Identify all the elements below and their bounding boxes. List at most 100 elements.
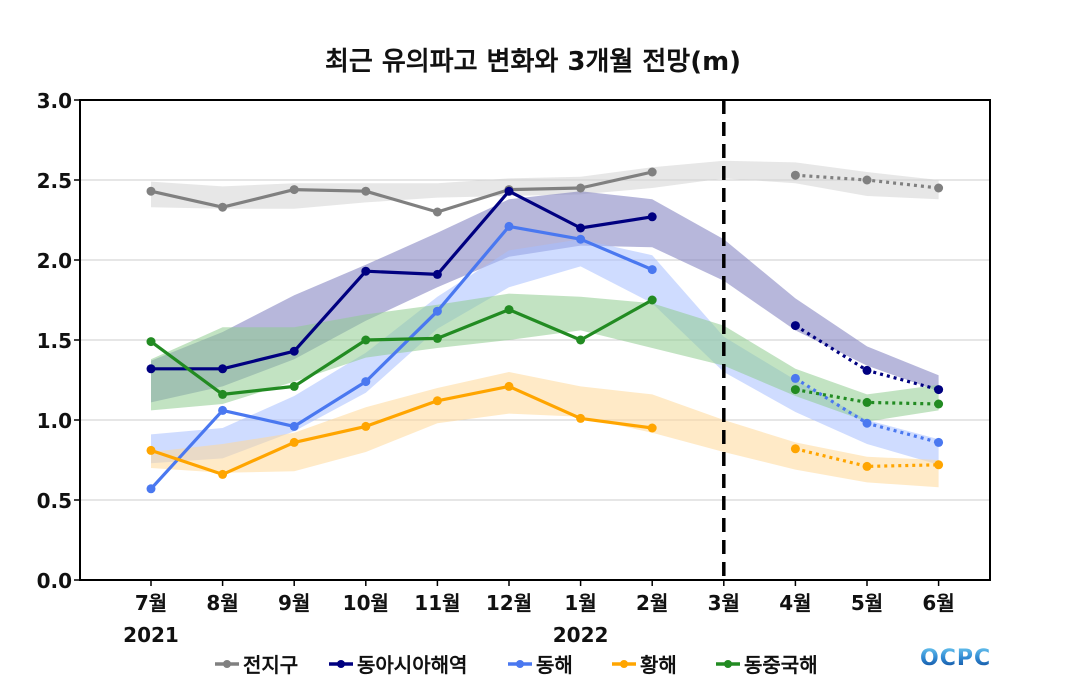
legend-marker-황해 xyxy=(620,660,628,668)
y-tick-label: 3.0 xyxy=(37,89,72,113)
point-전지구 xyxy=(576,183,586,193)
point-동해 xyxy=(576,234,586,244)
point-동해 xyxy=(862,418,872,428)
point-동해 xyxy=(647,265,657,275)
x-tick-label: 11월 xyxy=(414,591,460,615)
band-동중국해 xyxy=(151,293,939,422)
point-황해 xyxy=(146,445,156,455)
x-tick-label: 8월 xyxy=(206,591,238,615)
point-동해 xyxy=(361,377,371,387)
point-동해 xyxy=(504,221,514,231)
point-동아시아해역 xyxy=(790,321,800,331)
point-동중국해 xyxy=(934,399,944,409)
line-observed-동아시아해역 xyxy=(151,189,653,371)
point-황해 xyxy=(504,381,514,391)
x-tick-label: 3월 xyxy=(708,591,740,615)
legend-label: 동아시아해역 xyxy=(357,653,467,677)
legend-marker-동해 xyxy=(516,660,524,668)
band-동해 xyxy=(151,239,939,465)
x-tick-label: 6월 xyxy=(922,591,954,615)
point-황해 xyxy=(361,421,371,431)
point-황해 xyxy=(218,469,228,479)
point-황해 xyxy=(790,444,800,454)
y-tick-label: 1.5 xyxy=(37,329,72,353)
point-동해 xyxy=(432,306,442,316)
x-tick-label: 4월 xyxy=(779,591,811,615)
legend-label: 동중국해 xyxy=(744,653,818,677)
y-tick-label: 2.5 xyxy=(37,169,72,193)
line-observed-황해 xyxy=(150,384,653,476)
y-axis: 0.0 0.5 1.0 1.5 2.0 2.5 3.0 xyxy=(37,89,80,593)
point-전지구 xyxy=(934,183,944,193)
point-전지구 xyxy=(862,175,872,185)
legend-label: 동해 xyxy=(536,653,573,677)
point-전지구 xyxy=(647,167,657,177)
series-points xyxy=(146,167,944,494)
line-forecast-황해 xyxy=(795,447,939,469)
x-tick-label: 7월 xyxy=(135,591,167,615)
legend-label: 황해 xyxy=(640,653,677,677)
point-황해 xyxy=(934,460,944,470)
y-tick-label: 0.0 xyxy=(37,569,72,593)
line-observed-동해 xyxy=(149,224,653,490)
point-황해 xyxy=(862,461,872,471)
point-동중국해 xyxy=(289,381,299,391)
point-동해 xyxy=(289,421,299,431)
point-전지구 xyxy=(146,186,156,196)
x-year-label: 2021 xyxy=(123,623,179,647)
point-동아시아해역 xyxy=(218,364,228,374)
point-전지구 xyxy=(790,170,800,180)
point-동중국해 xyxy=(790,385,800,395)
line-observed-동중국해 xyxy=(150,298,653,396)
point-동중국해 xyxy=(576,335,586,345)
legend-marker-전지구 xyxy=(223,660,231,668)
x-tick-label: 2월 xyxy=(636,591,668,615)
legend-marker-동아시아해역 xyxy=(337,660,345,668)
point-동아시아해역 xyxy=(146,364,156,374)
y-tick-label: 1.0 xyxy=(37,409,72,433)
point-동해 xyxy=(790,373,800,383)
legend-marker-동중국해 xyxy=(724,660,732,668)
x-year-label: 2022 xyxy=(553,623,609,647)
chart-title: 최근 유의파고 변화와 3개월 전망(m) xyxy=(325,47,741,77)
x-tick-label: 12월 xyxy=(486,591,532,615)
point-동중국해 xyxy=(146,337,156,347)
y-tick-label: 0.5 xyxy=(37,489,72,513)
point-동아시아해역 xyxy=(576,223,586,233)
point-황해 xyxy=(647,423,657,433)
point-황해 xyxy=(576,413,586,423)
point-황해 xyxy=(289,437,299,447)
ocpc-logo: OCPC xyxy=(920,646,991,671)
x-axis: 7월 8월 9월 10월 11월 12월 1월 2월 3월 4월 5월 6월 2021 2022 xyxy=(123,580,955,647)
x-tick-label: 5월 xyxy=(851,591,883,615)
point-동아시아해역 xyxy=(504,186,514,196)
point-동아시아해역 xyxy=(862,365,872,375)
point-동중국해 xyxy=(647,295,657,305)
line-observed-전지구 xyxy=(150,170,653,214)
point-동해 xyxy=(146,484,156,494)
point-동중국해 xyxy=(504,305,514,315)
band-황해 xyxy=(151,372,939,488)
point-전지구 xyxy=(361,186,371,196)
point-동해 xyxy=(934,437,944,447)
point-전지구 xyxy=(289,185,299,195)
point-동아시아해역 xyxy=(432,269,442,279)
point-동아시아해역 xyxy=(647,212,657,222)
y-tick-label: 2.0 xyxy=(37,249,72,273)
x-tick-label: 1월 xyxy=(564,591,596,615)
point-동아시아해역 xyxy=(361,266,371,276)
point-동아시아해역 xyxy=(289,346,299,356)
point-동중국해 xyxy=(432,333,442,343)
point-동중국해 xyxy=(862,397,872,407)
point-동중국해 xyxy=(361,335,371,345)
point-동아시아해역 xyxy=(934,385,944,395)
point-동해 xyxy=(218,405,228,415)
x-tick-label: 10월 xyxy=(343,591,389,615)
point-황해 xyxy=(432,396,442,406)
point-동중국해 xyxy=(218,389,228,399)
legend-label: 전지구 xyxy=(243,653,298,677)
point-전지구 xyxy=(432,207,442,217)
x-tick-label: 9월 xyxy=(278,591,310,615)
point-전지구 xyxy=(218,202,228,212)
